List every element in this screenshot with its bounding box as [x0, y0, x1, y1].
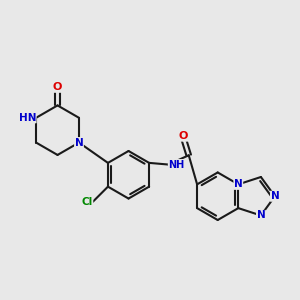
Text: N: N [256, 211, 265, 220]
Text: N: N [234, 179, 243, 189]
Text: O: O [178, 131, 188, 141]
Text: O: O [53, 82, 62, 92]
Text: N: N [271, 191, 279, 201]
Text: Cl: Cl [82, 197, 93, 207]
Text: N: N [75, 138, 83, 148]
Text: NH: NH [168, 160, 184, 170]
Text: HN: HN [19, 113, 36, 123]
